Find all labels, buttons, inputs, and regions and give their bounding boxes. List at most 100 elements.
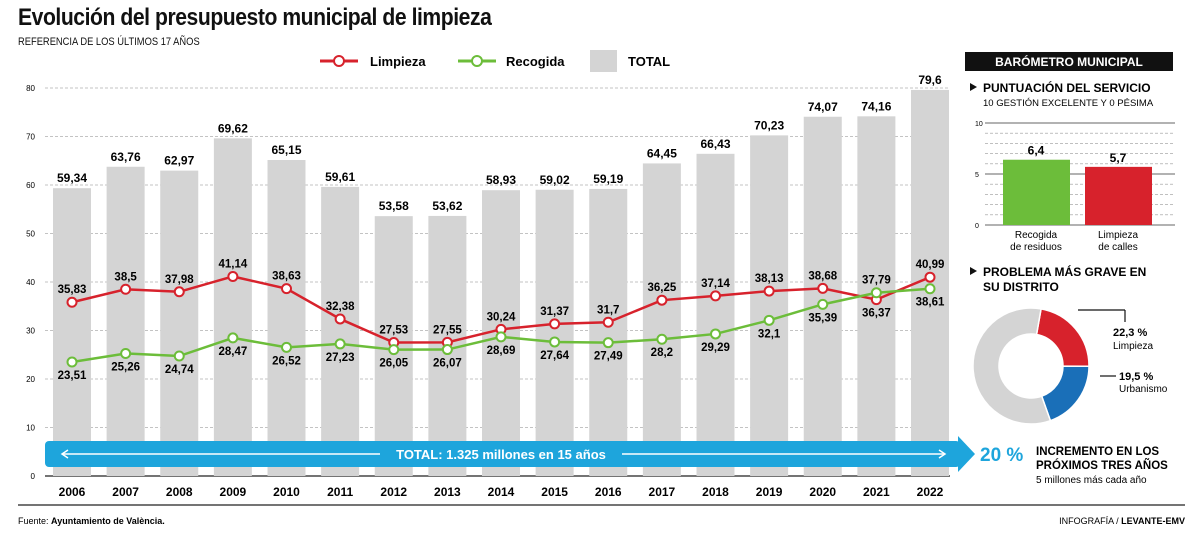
x-axis: 2006 2007 2008 2009 2010 2011 2012 2013 2014 2015… xyxy=(59,485,944,499)
legend-limpieza-label: Limpieza xyxy=(370,54,426,69)
total-label: 70,23 xyxy=(754,118,784,132)
arrow-head-icon xyxy=(958,436,975,472)
score-category-label: de residuos xyxy=(1010,242,1062,253)
label-limpieza: 40,99 xyxy=(916,259,945,271)
x-tick-label: 2008 xyxy=(166,485,193,499)
label-recogida: 28,69 xyxy=(487,345,516,357)
total-label: 59,02 xyxy=(540,173,570,187)
label-limpieza: 37,14 xyxy=(701,278,730,290)
total-label: 62,97 xyxy=(164,154,194,168)
label-recogida: 24,74 xyxy=(165,364,194,376)
total-annotation-arrow: TOTAL: 1.325 millones en 15 años xyxy=(45,436,975,472)
point-recogida xyxy=(66,356,78,368)
score-bar xyxy=(1085,166,1152,225)
label-limpieza: 38,13 xyxy=(755,273,784,285)
point-recogida xyxy=(710,328,721,340)
point-recogida xyxy=(924,283,936,295)
point-recogida xyxy=(763,314,775,326)
total-label: 69,62 xyxy=(218,121,248,135)
label-recogida: 27,49 xyxy=(594,351,623,363)
label-recogida: 25,26 xyxy=(111,361,140,373)
total-band xyxy=(45,441,960,467)
point-limpieza xyxy=(549,318,561,330)
score-y-tick: 5 xyxy=(975,172,979,179)
total-label: 59,61 xyxy=(325,170,355,184)
total-label: 59,19 xyxy=(593,172,623,186)
label-limpieza: 32,38 xyxy=(326,301,355,313)
point-recogida xyxy=(602,337,614,349)
point-limpieza xyxy=(763,285,775,297)
page-title: Evolución del presupuesto municipal de l… xyxy=(18,4,492,31)
total-label: 63,76 xyxy=(111,150,141,164)
label-limpieza: 30,24 xyxy=(487,311,516,323)
total-bar xyxy=(321,186,360,477)
score-value-label: 5,7 xyxy=(1110,151,1127,165)
label-recogida: 23,51 xyxy=(58,370,87,382)
label-limpieza: 37,98 xyxy=(165,274,194,286)
y-tick-label: 50 xyxy=(26,230,35,239)
x-tick-label: 2022 xyxy=(917,485,944,499)
increment-line1: INCREMENTO EN LOS xyxy=(1036,446,1159,458)
y-tick-label: 40 xyxy=(26,278,35,287)
total-bar xyxy=(642,163,681,477)
y-tick-label: 10 xyxy=(26,424,35,433)
legend-total-label: TOTAL xyxy=(628,54,670,69)
limpieza-pct: 22,3 % xyxy=(1113,327,1147,339)
label-recogida: 37,79 xyxy=(862,275,891,287)
label-limpieza: 38,68 xyxy=(808,270,837,282)
total-annotation-text: TOTAL: 1.325 millones en 15 años xyxy=(396,447,606,462)
x-tick-label: 2006 xyxy=(59,485,86,499)
triangle-bullet-icon xyxy=(970,83,977,91)
x-tick-label: 2007 xyxy=(112,485,139,499)
donut-slice-other xyxy=(972,307,1052,425)
point-limpieza xyxy=(817,282,829,294)
total-label: 59,34 xyxy=(57,171,87,185)
y-tick-label: 0 xyxy=(31,472,36,481)
label-limpieza: 41,14 xyxy=(218,258,247,270)
point-limpieza xyxy=(227,270,239,282)
total-label: 53,58 xyxy=(379,199,409,213)
x-tick-label: 2015 xyxy=(541,485,568,499)
total-label: 65,15 xyxy=(271,143,301,157)
score-category-label: Recogida xyxy=(1015,230,1058,241)
total-label: 66,43 xyxy=(700,137,730,151)
x-tick-label: 2011 xyxy=(327,485,353,499)
donut-slice-urbanismo xyxy=(1040,365,1090,422)
score-y-tick: 0 xyxy=(975,223,979,230)
triangle-bullet-icon xyxy=(970,267,977,275)
point-recogida xyxy=(870,287,882,299)
urbanismo-pct: 19,5 % xyxy=(1119,371,1153,383)
label-limpieza: 38,5 xyxy=(114,271,137,283)
x-tick-label: 2020 xyxy=(809,485,836,499)
x-tick-label: 2021 xyxy=(863,485,890,499)
x-tick-label: 2012 xyxy=(380,485,407,499)
point-limpieza xyxy=(924,271,936,283)
y-tick-label: 80 xyxy=(26,84,35,93)
label-recogida: 35,39 xyxy=(808,312,837,324)
label-recogida: 26,07 xyxy=(433,358,462,370)
label-limpieza: 38,63 xyxy=(272,271,301,283)
footer-source: Fuente: Ayuntamiento de València. xyxy=(18,516,165,526)
score-subtitle: 10 GESTIÓN EXCELENTE Y 0 PÉSIMA xyxy=(983,98,1154,109)
point-limpieza xyxy=(173,286,185,298)
x-tick-label: 2016 xyxy=(595,485,622,499)
point-recogida xyxy=(549,336,561,348)
point-limpieza xyxy=(334,313,346,325)
point-limpieza xyxy=(66,296,78,308)
label-limpieza: 36,37 xyxy=(862,308,891,320)
point-limpieza xyxy=(656,294,668,306)
total-label: 74,16 xyxy=(861,99,891,113)
total-label: 74,07 xyxy=(808,100,838,114)
legend: Limpieza Recogida TOTAL xyxy=(320,50,670,72)
label-recogida: 28,47 xyxy=(218,346,247,358)
x-tick-label: 2019 xyxy=(756,485,783,499)
page-subtitle: REFERENCIA DE LOS ÚLTIMOS 17 AÑOS xyxy=(18,36,200,48)
arrow-left-icon xyxy=(60,449,69,459)
label-recogida: 27,64 xyxy=(540,350,569,362)
score-category-label: de calles xyxy=(1098,242,1137,253)
point-limpieza xyxy=(710,290,721,302)
problem-title-line2: SU DISTRITO xyxy=(983,280,1059,294)
increment-line2: PRÓXIMOS TRES AÑOS xyxy=(1036,459,1168,472)
